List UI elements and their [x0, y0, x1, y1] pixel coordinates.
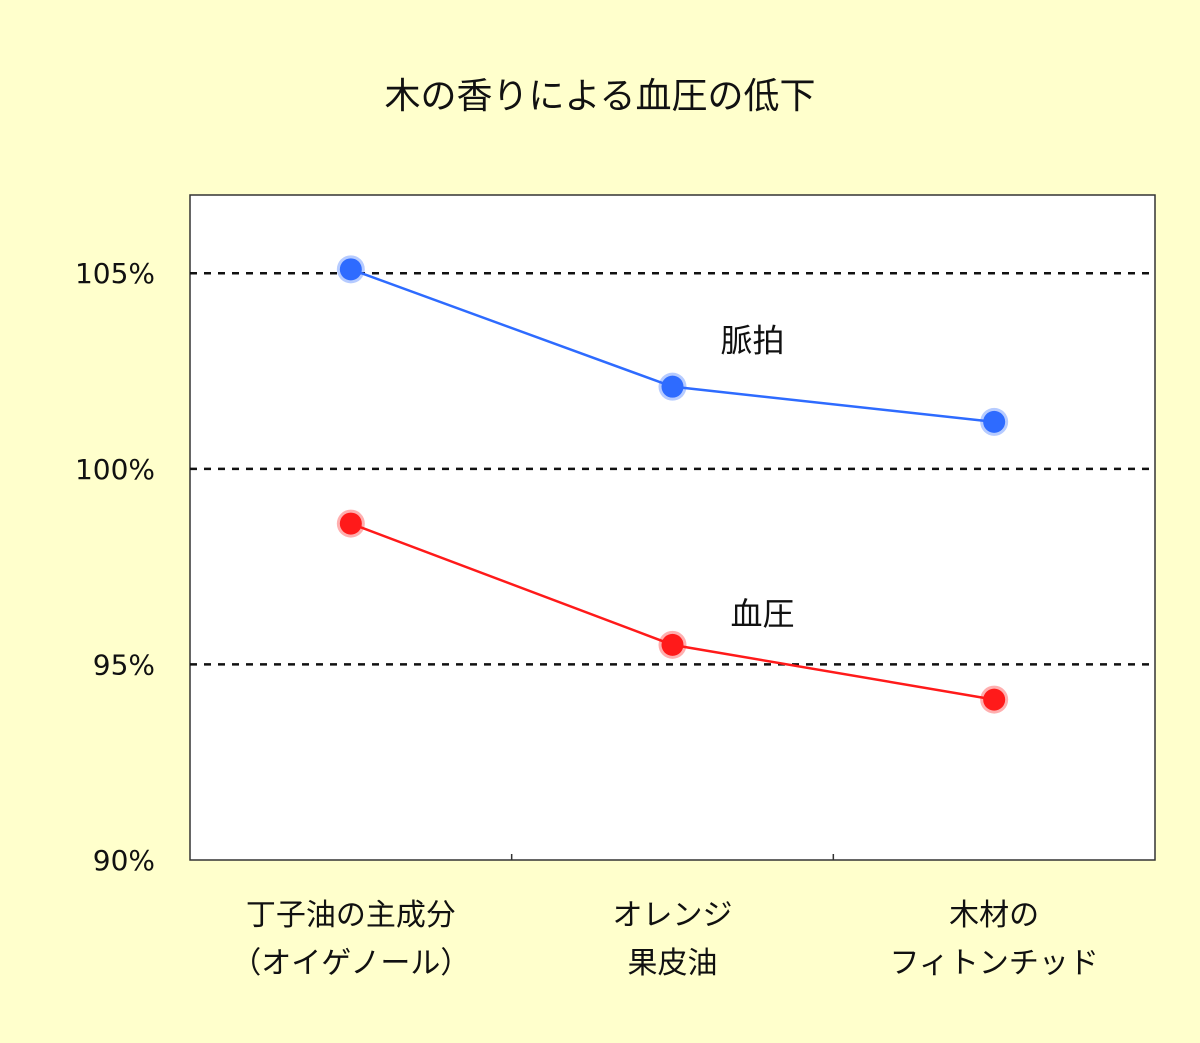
- y-tick-label: 105%: [75, 257, 155, 290]
- x-category-label: 丁子油の主成分: [246, 898, 456, 933]
- plot-area: [189, 194, 1156, 861]
- series-label: 脈拍: [720, 322, 784, 360]
- x-category-label: 果皮油: [628, 946, 718, 981]
- series-label: 血圧: [730, 595, 794, 633]
- chart-title: 木の香りによる血圧の低下: [385, 76, 816, 117]
- data-point: [983, 410, 1006, 433]
- data-point: [983, 688, 1006, 711]
- x-category-label: フィトンチッド: [889, 946, 1098, 981]
- y-tick-label: 95%: [93, 648, 155, 681]
- series: [336, 255, 1009, 714]
- data-point: [661, 375, 684, 398]
- data-point: [339, 258, 362, 281]
- y-tick-label: 100%: [75, 453, 155, 486]
- x-category-label: オレンジ: [613, 898, 733, 933]
- data-point: [339, 512, 362, 535]
- y-tick-label: 90%: [93, 844, 155, 877]
- data-point: [661, 633, 684, 656]
- x-category-label: （オイゲノール）: [231, 946, 470, 981]
- x-category-label: 木材の: [949, 898, 1039, 933]
